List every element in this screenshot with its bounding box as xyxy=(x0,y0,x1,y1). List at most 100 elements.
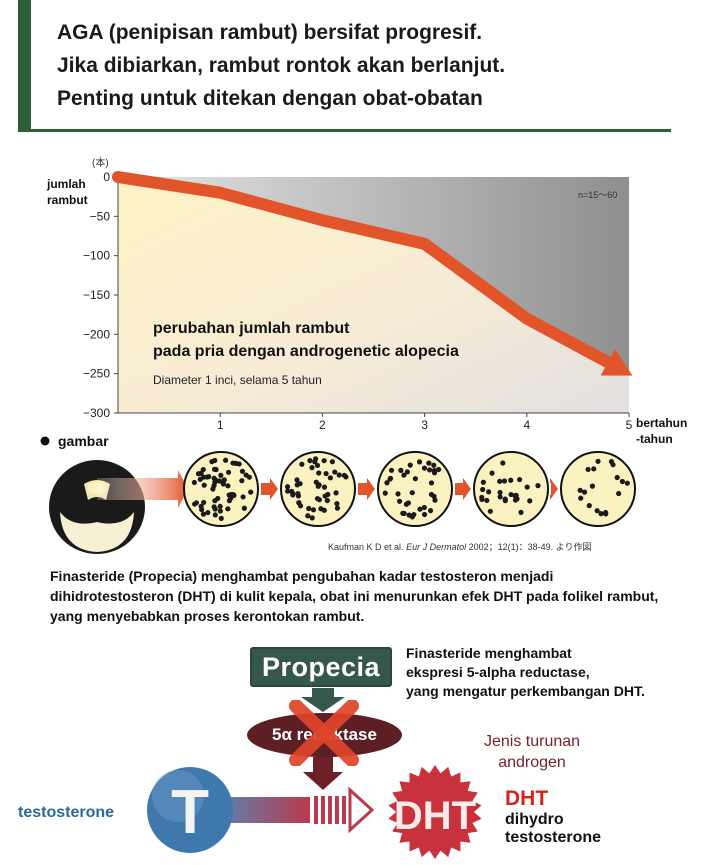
hair-follicle-dot xyxy=(310,507,317,513)
hair-follicle-dot xyxy=(215,495,221,502)
hair-follicle-dot xyxy=(431,462,437,468)
y-tick-label: 0 xyxy=(103,170,110,184)
hair-follicle-dot xyxy=(225,483,231,489)
hair-follicle-dot xyxy=(299,461,305,467)
hair-follicle-dot xyxy=(421,465,428,471)
y-axis-label-1: jumlah xyxy=(46,177,86,191)
hair-follicle-dot xyxy=(222,457,229,463)
enzyme-down-arrow xyxy=(303,757,343,790)
citation: Kaufman K D et al. Eur J Dermatol 2002；1… xyxy=(328,541,591,552)
hair-follicle-dot xyxy=(619,478,626,485)
hair-follicle-dot xyxy=(480,486,486,493)
hair-follicle-dot xyxy=(228,491,234,498)
hair-follicle-dot xyxy=(239,468,246,474)
hair-follicle-dot xyxy=(201,482,207,488)
hair-follicle-dot xyxy=(486,489,492,495)
dht-starburst xyxy=(388,765,482,859)
chart-title-2: pada pria dengan androgenetic alopecia xyxy=(153,343,459,360)
androgen-label-line-1: Jenis turunan xyxy=(483,733,581,750)
hair-follicle-dot xyxy=(314,495,321,502)
hair-follicle-dot xyxy=(479,494,485,501)
conversion-arrowhead xyxy=(348,786,375,834)
block-x-icon xyxy=(289,700,359,766)
hair-follicle-dot xyxy=(294,477,300,483)
hair-follicle-dot xyxy=(233,460,239,466)
hair-follicle-dot xyxy=(334,505,341,511)
hair-follicle-dot xyxy=(497,494,503,500)
hair-follicle-dot xyxy=(502,498,508,504)
hair-follicle-dot xyxy=(322,493,328,499)
hair-follicle-dot xyxy=(220,481,226,487)
y-tick-label: −50 xyxy=(90,209,111,223)
chart-title-1: perubahan jumlah rambut xyxy=(153,320,350,337)
hair-follicle-dot xyxy=(213,466,219,473)
x-axis-label-1: bertahun xyxy=(636,416,687,430)
hair-follicle-dot xyxy=(586,503,592,509)
explanation-caption: Finasteride (Propecia) menghambat pengub… xyxy=(50,568,659,624)
head-illustration xyxy=(49,460,145,554)
hair-count-chart: 0 −50 −100 −150 −200 −250 −300 1 2 3 4 5 (本) jumla… xyxy=(40,156,687,554)
hair-follicle-dot xyxy=(497,478,503,484)
hair-follicle-dot xyxy=(240,494,246,500)
hair-follicle-dot xyxy=(329,459,335,465)
scalp-sample-circle xyxy=(473,451,549,527)
hair-follicle-dot xyxy=(428,480,435,486)
x-tick-label: 1 xyxy=(217,418,224,432)
conversion-arrow-shaft xyxy=(222,797,310,823)
hair-follicle-dot xyxy=(616,490,622,497)
androgen-label-line-2: androgen xyxy=(498,754,566,771)
hair-follicle-dot xyxy=(297,503,304,509)
hair-follicle-dot xyxy=(309,515,315,521)
hair-follicle-dot xyxy=(333,490,339,496)
hair-follicle-dot xyxy=(225,506,231,512)
hair-follicle-dot xyxy=(480,479,487,485)
hair-follicle-dot xyxy=(535,483,541,489)
hair-follicle-dot xyxy=(212,506,218,512)
hair-follicle-dot xyxy=(417,506,423,512)
legend-dot xyxy=(40,436,50,446)
dht-full-name-line-1: dihydro xyxy=(505,811,564,828)
hair-follicle-dot xyxy=(284,484,291,490)
header-box: AGA (penipisan rambut) bersifat progresi… xyxy=(18,0,671,132)
hair-follicle-dot xyxy=(591,466,597,472)
hair-follicle-dot xyxy=(404,469,410,475)
hair-follicle-dot xyxy=(421,504,427,511)
hair-follicle-dot xyxy=(416,459,423,465)
header-line-2: Jika dibiarkan, rambut rontok akan berla… xyxy=(57,54,506,77)
hair-follicle-dot xyxy=(489,470,495,476)
hair-follicle-dot xyxy=(603,509,609,516)
hair-follicle-dot xyxy=(409,490,415,496)
loss-region xyxy=(118,177,629,374)
y-tick-label: −150 xyxy=(83,288,110,302)
hair-follicle-dot xyxy=(398,467,404,473)
trend-arrowhead xyxy=(600,349,633,376)
hair-follicle-dot xyxy=(524,484,530,490)
propecia-box: Propecia xyxy=(250,647,392,687)
legend-label: gambar xyxy=(58,433,109,449)
hair-follicle-dot xyxy=(323,470,329,477)
hair-follicle-dot xyxy=(336,472,342,478)
conversion-arrow-stripes xyxy=(314,796,346,824)
mechanism-diagram: T DHT xyxy=(147,688,482,859)
trend-line xyxy=(112,171,614,369)
hair-follicle-dot xyxy=(409,514,415,520)
hair-follicle-dot xyxy=(384,480,390,486)
x-axis-label-2: -tahun xyxy=(636,432,673,446)
hair-follicle-dot xyxy=(305,513,311,519)
hair-follicle-dot xyxy=(307,458,313,464)
hair-follicle-dot xyxy=(396,498,403,504)
testosterone-label: testosterone xyxy=(18,804,115,821)
hair-follicle-dot xyxy=(309,465,315,471)
stage-arrow xyxy=(550,478,558,500)
hair-follicle-dot xyxy=(200,511,207,517)
hair-follicle-dot xyxy=(246,474,252,480)
x-tick-label: 3 xyxy=(421,418,428,432)
hair-follicle-dot xyxy=(217,478,223,484)
hair-follicle-dot xyxy=(313,479,319,485)
hair-follicle-dot xyxy=(387,475,394,481)
hair-follicle-dot xyxy=(431,493,437,499)
hair-follicle-dot xyxy=(217,503,223,510)
y-tick-label: −100 xyxy=(83,249,110,263)
hair-follicle-dot xyxy=(217,508,223,514)
propecia-note-line-1: Finasteride menghambat xyxy=(406,645,572,661)
